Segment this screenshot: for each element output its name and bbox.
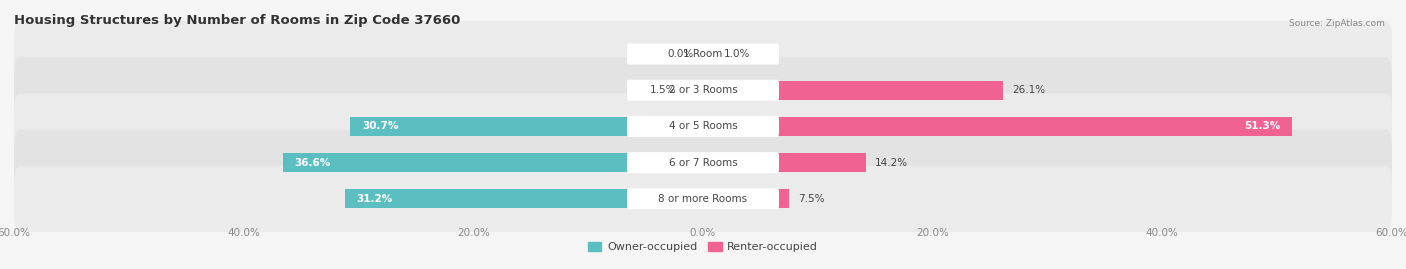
FancyBboxPatch shape — [14, 57, 1392, 123]
Text: 7.5%: 7.5% — [799, 194, 825, 204]
Text: 1 Room: 1 Room — [683, 49, 723, 59]
Text: 26.1%: 26.1% — [1012, 85, 1045, 95]
Text: 31.2%: 31.2% — [356, 194, 392, 204]
FancyBboxPatch shape — [14, 21, 1392, 87]
FancyBboxPatch shape — [627, 44, 779, 65]
FancyBboxPatch shape — [14, 93, 1392, 159]
Bar — [703, 153, 866, 172]
Bar — [350, 117, 703, 136]
Text: 36.6%: 36.6% — [294, 158, 330, 168]
Bar — [344, 189, 703, 208]
Bar — [686, 81, 703, 100]
FancyBboxPatch shape — [627, 152, 779, 173]
Text: 51.3%: 51.3% — [1244, 121, 1281, 132]
Text: 30.7%: 30.7% — [361, 121, 398, 132]
FancyBboxPatch shape — [627, 116, 779, 137]
Bar — [703, 117, 1292, 136]
Text: 8 or more Rooms: 8 or more Rooms — [658, 194, 748, 204]
Bar — [703, 45, 714, 63]
Text: Housing Structures by Number of Rooms in Zip Code 37660: Housing Structures by Number of Rooms in… — [14, 14, 460, 27]
Text: 6 or 7 Rooms: 6 or 7 Rooms — [669, 158, 737, 168]
Text: 14.2%: 14.2% — [875, 158, 908, 168]
FancyBboxPatch shape — [14, 130, 1392, 196]
Bar — [703, 81, 1002, 100]
FancyBboxPatch shape — [627, 80, 779, 101]
Text: 0.0%: 0.0% — [668, 49, 693, 59]
FancyBboxPatch shape — [627, 188, 779, 209]
Text: 1.0%: 1.0% — [724, 49, 749, 59]
Text: 1.5%: 1.5% — [650, 85, 676, 95]
Text: 2 or 3 Rooms: 2 or 3 Rooms — [669, 85, 737, 95]
Bar — [703, 189, 789, 208]
Bar — [283, 153, 703, 172]
FancyBboxPatch shape — [14, 166, 1392, 232]
Text: Source: ZipAtlas.com: Source: ZipAtlas.com — [1289, 19, 1385, 28]
Text: 4 or 5 Rooms: 4 or 5 Rooms — [669, 121, 737, 132]
Legend: Owner-occupied, Renter-occupied: Owner-occupied, Renter-occupied — [583, 237, 823, 256]
